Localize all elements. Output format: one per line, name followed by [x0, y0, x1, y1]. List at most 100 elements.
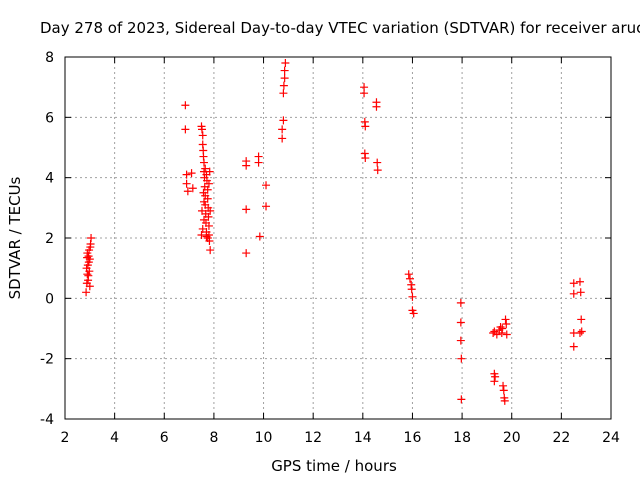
data-point: [490, 377, 499, 386]
axis-ticks: [64, 56, 612, 420]
data-point: [404, 270, 413, 279]
data-point: [181, 125, 190, 134]
data-point: [569, 289, 578, 298]
data-point: [489, 329, 498, 338]
data-point: [373, 158, 382, 167]
data-point: [281, 59, 290, 68]
data-point: [373, 166, 382, 175]
data-point: [242, 249, 251, 258]
data-point: [199, 215, 208, 224]
data-point: [201, 164, 210, 173]
data-point: [407, 285, 416, 294]
data-point: [183, 187, 192, 196]
data-point: [492, 330, 501, 339]
data-point: [280, 74, 289, 83]
data-point: [361, 122, 370, 131]
data-point: [182, 179, 191, 188]
data-point: [408, 292, 417, 301]
x-tick-label: 6: [160, 430, 169, 446]
y-tick-label: 8: [45, 50, 54, 66]
data-point: [83, 253, 92, 262]
data-point: [199, 188, 208, 197]
data-point: [204, 212, 213, 221]
data-point: [254, 158, 263, 167]
x-tick-label: 14: [354, 430, 372, 446]
data-point: [279, 116, 288, 125]
data-point: [203, 234, 212, 242]
data-point: [197, 125, 206, 134]
data-point: [84, 258, 93, 267]
data-point: [279, 81, 288, 90]
data-point: [569, 279, 578, 288]
data-point: [84, 271, 93, 280]
data-point: [499, 386, 508, 395]
data-point: [199, 197, 208, 206]
data-point: [82, 288, 91, 297]
x-tick-label: 12: [304, 430, 322, 446]
data-point: [577, 327, 586, 336]
data-point: [85, 282, 94, 291]
y-tick-label: -2: [40, 352, 54, 368]
y-tick-label: 4: [45, 171, 54, 187]
data-point: [576, 288, 585, 297]
data-point: [569, 342, 578, 351]
y-tick-label: -4: [40, 412, 54, 428]
data-point: [500, 396, 509, 405]
data-point: [198, 131, 207, 140]
data-point: [204, 221, 213, 230]
x-axis-label: GPS time / hours: [271, 457, 397, 475]
data-point: [182, 170, 191, 179]
data-point: [181, 101, 190, 110]
data-point: [575, 329, 584, 338]
data-point: [280, 66, 289, 75]
y-tick-label: 0: [45, 291, 54, 307]
x-tick-label: 4: [110, 430, 119, 446]
data-point: [198, 224, 207, 233]
data-point: [203, 185, 212, 194]
x-tick-label: 22: [552, 430, 570, 446]
x-tick-label: 8: [209, 430, 218, 446]
data-point: [278, 134, 287, 143]
data-point: [456, 318, 465, 327]
y-tick-label: 6: [45, 110, 54, 126]
data-point: [409, 309, 418, 318]
data-point: [279, 89, 288, 98]
data-point: [242, 161, 251, 170]
data-point: [491, 372, 500, 381]
data-point: [498, 324, 507, 333]
x-tick-label: 18: [453, 430, 471, 446]
data-point: [575, 277, 584, 286]
x-tick-label: 2: [61, 430, 70, 446]
data-point: [187, 169, 196, 178]
x-tick-label: 24: [602, 430, 620, 446]
data-point: [205, 167, 214, 176]
data-point: [86, 240, 95, 249]
data-point: [360, 89, 369, 98]
data-point: [188, 184, 197, 193]
data-point: [242, 205, 251, 214]
y-tick-labels: -4 -2 0 2 4 6 8: [40, 50, 54, 428]
data-point: [577, 315, 586, 324]
data-point: [262, 202, 271, 211]
data-point: [456, 336, 465, 345]
data-point: [204, 179, 213, 188]
data-point: [457, 395, 466, 404]
data-point: [278, 125, 287, 134]
x-tick-label: 10: [255, 430, 273, 446]
data-point: [457, 354, 466, 363]
grid-lines: [65, 57, 611, 419]
data-point: [206, 206, 215, 215]
data-point: [502, 330, 511, 339]
x-tick-labels: 2 4 6 8 10 12 14 16 18 20 22 24: [61, 430, 620, 446]
data-point: [262, 181, 271, 190]
data-point: [501, 315, 510, 324]
y-axis-label: SDTVAR / TECUs: [6, 176, 24, 299]
chart-title: Day 278 of 2023, Sidereal Day-to-day VTE…: [40, 19, 640, 37]
data-point: [361, 154, 370, 163]
x-tick-label: 16: [404, 430, 422, 446]
y-tick-label: 2: [45, 231, 54, 247]
data-point: [456, 298, 465, 307]
data-point: [197, 206, 206, 215]
data-point: [82, 264, 91, 273]
